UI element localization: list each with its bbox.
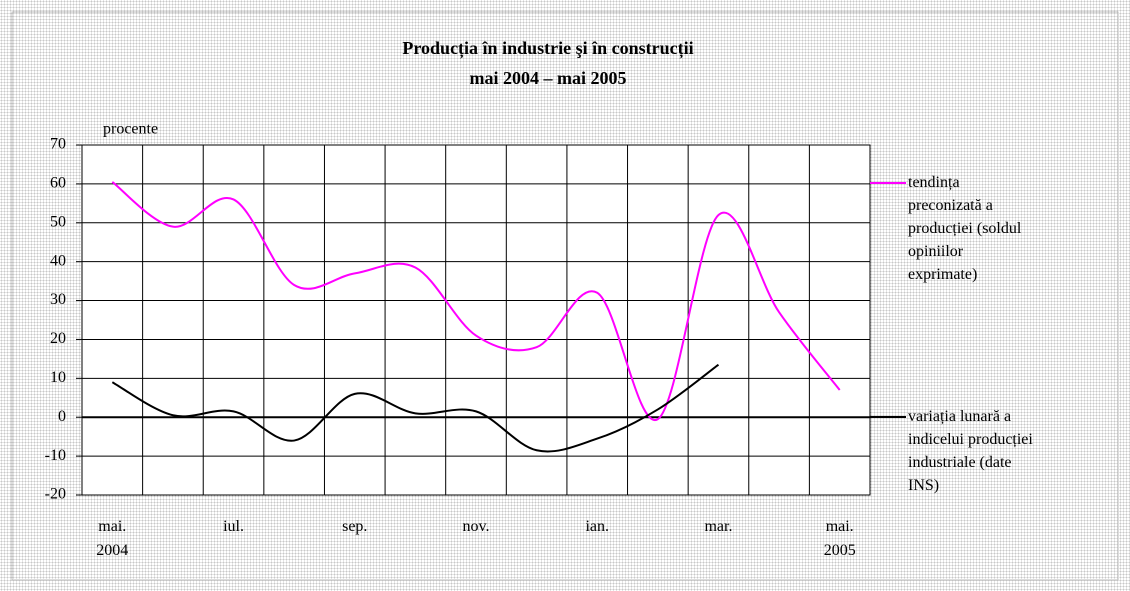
series-line <box>111 363 720 453</box>
x-tick-label: iul. <box>223 518 244 535</box>
x-tick-label: mar. <box>704 518 733 535</box>
x-tick-label: nov. <box>462 518 490 535</box>
frame <box>11 11 1119 581</box>
y-tick-label: 70 <box>50 136 66 153</box>
plot-area <box>81 144 871 496</box>
y-tick-label: 50 <box>50 213 66 230</box>
x-tick-label: ian. <box>585 518 609 535</box>
x-tick-label: mai. 2004 <box>96 518 129 559</box>
series-line <box>111 181 841 421</box>
y-tick-label: 10 <box>50 369 66 386</box>
y-tick-label: 0 <box>58 408 66 425</box>
chart-subtitle: mai 2004 – mai 2005 <box>470 68 627 88</box>
y-tick-label: 30 <box>50 291 66 308</box>
y-tick-label: 60 <box>50 175 66 192</box>
x-tick-label: sep. <box>342 518 368 535</box>
legend-label: tendința preconizată a producției (soldu… <box>908 174 1022 283</box>
y-tick-label: -10 <box>45 447 66 464</box>
chart-title: Producția în industrie şi în construcții <box>402 38 693 59</box>
y-tick-label: 20 <box>50 330 66 347</box>
y-axis-label: procente <box>103 121 158 138</box>
legend-label: variația lunară a indicelui producției i… <box>908 408 1033 494</box>
y-tick-label: 40 <box>50 252 66 269</box>
x-tick-label: mai. 2005 <box>823 518 856 559</box>
y-tick-label: -20 <box>45 486 66 503</box>
